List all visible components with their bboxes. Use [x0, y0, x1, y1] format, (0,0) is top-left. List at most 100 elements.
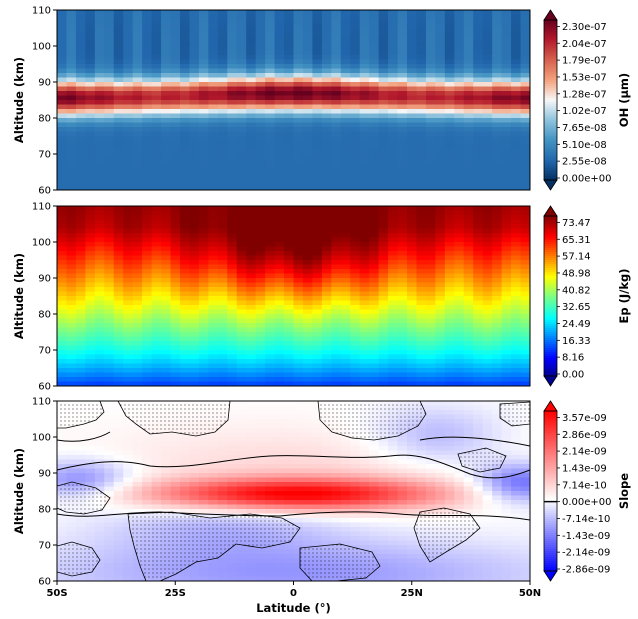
heatmap-cell	[274, 423, 285, 429]
heatmap-cell	[123, 158, 134, 164]
heatmap-cell	[321, 269, 332, 275]
heatmap-cell	[444, 104, 455, 110]
heatmap-cell	[511, 336, 522, 342]
heatmap-cell	[425, 64, 436, 70]
heatmap-cell	[217, 136, 228, 142]
heatmap-cell	[369, 185, 380, 190]
heatmap-cell	[94, 368, 105, 374]
heatmap-cell	[66, 23, 77, 29]
heatmap-cell	[284, 450, 295, 456]
heatmap-cell	[473, 46, 484, 52]
heatmap-cell	[170, 246, 181, 252]
heatmap-cell	[520, 224, 530, 230]
heatmap-cell	[369, 251, 380, 257]
heatmap-cell	[331, 242, 342, 248]
heatmap-cell	[246, 273, 257, 279]
heatmap-cell	[142, 377, 153, 383]
heatmap-cell	[236, 486, 247, 492]
heatmap-cell	[57, 350, 68, 356]
heatmap-cell	[132, 341, 143, 347]
heatmap-cell	[492, 46, 503, 52]
heatmap-cell	[170, 255, 181, 261]
heatmap-cell	[189, 154, 200, 160]
heatmap-cell	[246, 345, 257, 351]
heatmap-cell	[208, 567, 219, 573]
heatmap-cell	[378, 246, 389, 252]
heatmap-cell	[274, 46, 285, 52]
heatmap-cell	[123, 181, 134, 187]
heatmap-cell	[331, 68, 342, 74]
heatmap-cell	[435, 251, 446, 257]
heatmap-cell	[312, 206, 323, 212]
heatmap-cell	[435, 100, 446, 106]
heatmap-cell	[293, 287, 304, 293]
heatmap-cell	[85, 95, 96, 101]
heatmap-cell	[454, 219, 465, 225]
heatmap-cell	[397, 176, 408, 182]
heatmap-cell	[331, 228, 342, 234]
heatmap-cell	[265, 554, 276, 560]
heatmap-cell	[388, 219, 399, 225]
heatmap-cell	[454, 64, 465, 70]
heatmap-cell	[255, 149, 266, 155]
heatmap-cell	[321, 64, 332, 70]
heatmap-cell	[312, 224, 323, 230]
heatmap-cell	[340, 41, 351, 47]
heatmap-cell	[321, 55, 332, 61]
heatmap-cell	[104, 242, 115, 248]
heatmap-cell	[57, 28, 68, 34]
heatmap-cell	[142, 509, 153, 515]
heatmap-cell	[255, 419, 266, 425]
heatmap-cell	[284, 109, 295, 115]
heatmap-cell	[511, 113, 522, 119]
heatmap-cell	[255, 368, 266, 374]
heatmap-cell	[170, 354, 181, 360]
heatmap-cell	[359, 206, 370, 212]
heatmap-cell	[492, 14, 503, 20]
heatmap-cell	[312, 73, 323, 79]
heatmap-cell	[208, 318, 219, 324]
heatmap-cell	[161, 73, 172, 79]
heatmap-cell	[132, 122, 143, 128]
heatmap-cell	[293, 10, 304, 16]
heatmap-cell	[75, 323, 86, 329]
heatmap-cell	[104, 437, 115, 443]
heatmap-cell	[151, 68, 162, 74]
heatmap-cell	[407, 167, 418, 173]
heatmap-cell	[321, 372, 332, 378]
heatmap-cell	[397, 269, 408, 275]
heatmap-cell	[284, 300, 295, 306]
heatmap-cell	[208, 572, 219, 578]
heatmap-cell	[463, 64, 474, 70]
heatmap-cell	[340, 210, 351, 216]
heatmap-cell	[161, 468, 172, 474]
heatmap-cell	[66, 368, 77, 374]
heatmap-cell	[482, 82, 493, 88]
heatmap-cell	[482, 246, 493, 252]
heatmap-cell	[359, 37, 370, 43]
heatmap-cell	[132, 176, 143, 182]
heatmap-cell	[151, 172, 162, 178]
heatmap-cell	[151, 19, 162, 25]
heatmap-cell	[189, 273, 200, 279]
heatmap-cell	[217, 260, 228, 266]
heatmap-cell	[331, 73, 342, 79]
heatmap-cell	[57, 287, 68, 293]
heatmap-cell	[132, 432, 143, 438]
heatmap-cell	[255, 50, 266, 56]
heatmap-cell	[350, 46, 361, 52]
heatmap-cell	[388, 100, 399, 106]
heatmap-cell	[284, 558, 295, 564]
heatmap-cell	[492, 314, 503, 320]
heatmap-cell	[425, 145, 436, 151]
heatmap-cell	[246, 118, 257, 124]
heatmap-cell	[113, 55, 124, 61]
heatmap-cell	[482, 264, 493, 270]
heatmap-cell	[123, 345, 134, 351]
heatmap-cell	[293, 50, 304, 56]
heatmap-cell	[293, 260, 304, 266]
heatmap-cell	[132, 118, 143, 124]
heatmap-cell	[397, 287, 408, 293]
heatmap-cell	[208, 441, 219, 447]
heatmap-cell	[416, 19, 427, 25]
